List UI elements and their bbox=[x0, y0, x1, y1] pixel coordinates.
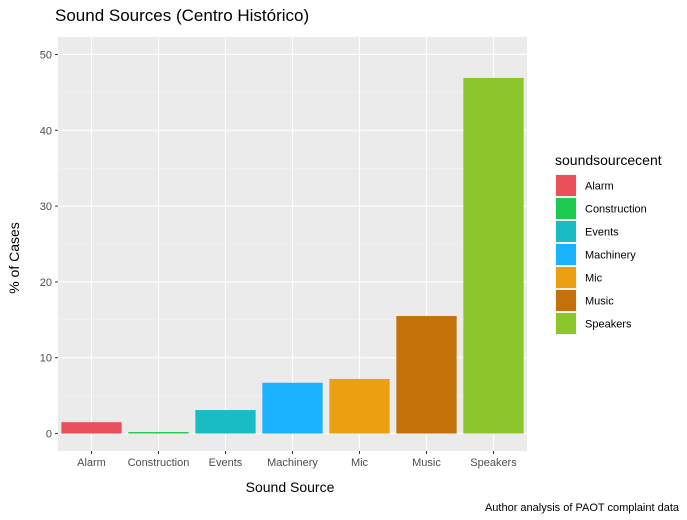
legend-swatch-alarm bbox=[556, 175, 576, 196]
y-axis-title: % of Cases bbox=[6, 222, 22, 294]
bar-events bbox=[195, 410, 256, 434]
y-tick-label: 10 bbox=[40, 353, 52, 365]
legend-label: Mic bbox=[585, 273, 603, 285]
legend-label: Events bbox=[585, 227, 619, 239]
bar-speakers bbox=[463, 77, 524, 434]
y-axis: 0 10 20 30 40 50 bbox=[40, 49, 58, 441]
x-axis-title: Sound Source bbox=[246, 479, 335, 495]
x-axis: Alarm Construction Events Machinery Mic Music… bbox=[77, 451, 517, 469]
legend-swatch-events bbox=[556, 221, 576, 242]
legend-label: Alarm bbox=[585, 181, 614, 193]
plot-panel bbox=[58, 37, 527, 451]
y-tick-label: 30 bbox=[40, 201, 52, 213]
chart-caption: Author analysis of PAOT complaint data bbox=[485, 502, 680, 514]
bar-construction bbox=[128, 432, 189, 434]
y-tick-label: 0 bbox=[46, 429, 52, 441]
legend-label: Speakers bbox=[585, 319, 632, 331]
x-tick-label: Construction bbox=[128, 457, 190, 469]
legend-label: Music bbox=[585, 296, 614, 308]
y-tick-label: 50 bbox=[40, 49, 52, 61]
legend-swatch-construction bbox=[556, 198, 576, 219]
bar-mic bbox=[329, 378, 390, 434]
x-tick-label: Music bbox=[412, 457, 441, 469]
x-tick-label: Events bbox=[209, 457, 243, 469]
legend-label: Construction bbox=[585, 204, 647, 216]
legend-title: soundsourcecent bbox=[555, 152, 662, 168]
x-tick-label: Mic bbox=[351, 457, 369, 469]
legend-swatch-music bbox=[556, 290, 576, 311]
x-tick-label: Alarm bbox=[77, 457, 106, 469]
legend-label: Machinery bbox=[585, 250, 636, 262]
legend: soundsourcecent Alarm Construction Events M… bbox=[555, 152, 662, 335]
x-tick-label: Machinery bbox=[267, 457, 318, 469]
bar-machinery bbox=[262, 382, 323, 434]
chart-title: Sound Sources (Centro Histórico) bbox=[55, 6, 309, 25]
y-tick-label: 40 bbox=[40, 125, 52, 137]
legend-swatch-speakers bbox=[556, 313, 576, 334]
bar-music bbox=[396, 316, 457, 434]
legend-swatch-machinery bbox=[556, 244, 576, 265]
y-tick-label: 20 bbox=[40, 277, 52, 289]
bars-group bbox=[61, 77, 524, 434]
x-tick-label: Speakers bbox=[470, 457, 517, 469]
legend-swatch-mic bbox=[556, 267, 576, 288]
bar-alarm bbox=[61, 422, 122, 434]
